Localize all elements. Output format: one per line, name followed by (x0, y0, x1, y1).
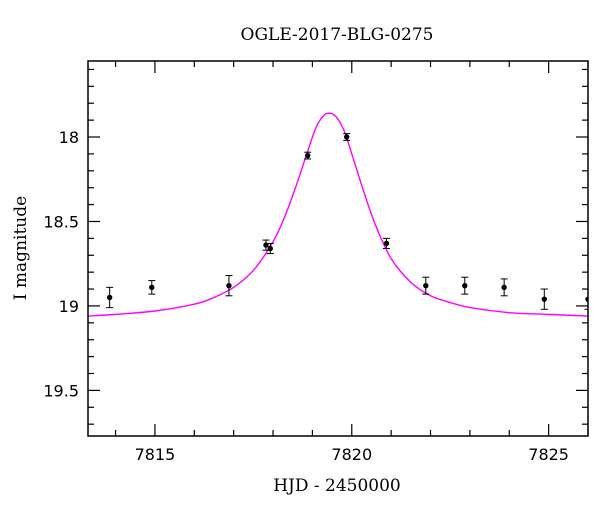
data-point (500, 278, 508, 297)
y-axis-label: I magnitude (11, 196, 31, 300)
data-point-marker (501, 284, 507, 291)
model-curve-layer (88, 112, 588, 317)
data-point-marker (106, 294, 113, 301)
x-tick-label: 7815 (135, 445, 176, 464)
data-point (382, 237, 390, 249)
data-point (225, 275, 233, 297)
data-point-marker (423, 282, 429, 289)
y-tick-label: 18.5 (43, 212, 79, 231)
data-point-marker (343, 134, 350, 140)
y-tick-label: 18 (59, 128, 79, 147)
data-point-marker (462, 282, 468, 289)
x-tick-label: 7825 (528, 445, 569, 464)
data-point (422, 276, 430, 295)
data-point (304, 151, 312, 160)
data-point-marker (267, 245, 273, 252)
chart-title: OGLE-2017-BLG-0275 (241, 25, 434, 45)
data-point (266, 242, 274, 255)
data-points-layer (106, 133, 588, 310)
axis-ticks: 7815 7820 7825 18 18.5 19 19.5 (43, 61, 589, 464)
data-point-marker (304, 152, 311, 159)
data-point (106, 286, 114, 309)
data-point-marker (541, 296, 547, 302)
y-tick-label: 19 (59, 297, 79, 316)
y-tick-label: 19.5 (43, 381, 79, 400)
model-curve-line (88, 112, 588, 317)
data-point-marker (149, 284, 155, 291)
data-point (148, 280, 156, 295)
data-point (540, 288, 548, 310)
plot-frame (87, 60, 589, 437)
data-point (461, 276, 469, 295)
x-axis-label: HJD - 2450000 (273, 476, 401, 496)
data-point (343, 133, 351, 141)
data-point-marker (383, 240, 390, 247)
x-tick-label: 7820 (331, 445, 372, 464)
data-point-marker (226, 282, 232, 289)
